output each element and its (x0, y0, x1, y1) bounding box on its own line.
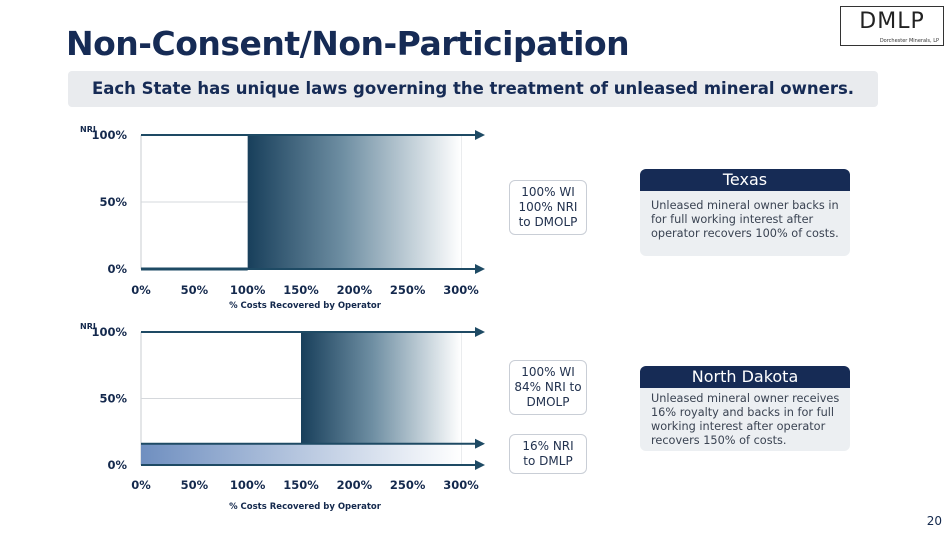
texas-chart: 0% 50% 100% 0% 50% 100% 150% 200% 250% 300% % Cost… (80, 125, 485, 311)
texas-card: Texas Unleased mineral owner backs in fo… (640, 169, 850, 256)
logo-sub-text: Dorchester Minerals, LP (879, 38, 939, 44)
x-tick-label: 100% (230, 283, 266, 297)
nd-lower-box-line: 16% NRI (522, 439, 574, 453)
x-tick-label: 0% (131, 283, 151, 297)
nd-lower-box-line: to DMLP (523, 454, 573, 468)
y-axis-label: NRI (80, 125, 96, 134)
y-tick-label: 100% (91, 128, 127, 142)
working-interest-fill-area (301, 332, 461, 444)
texas-box-line: to DMOLP (518, 215, 578, 229)
x-tick-label: 250% (390, 283, 426, 297)
x-tick-label: 250% (390, 478, 426, 492)
texas-box-line: 100% WI (521, 185, 575, 199)
x-tick-label: 300% (443, 283, 479, 297)
y-axis-label: NRI (80, 322, 96, 331)
royalty-fill-area (141, 443, 461, 465)
x-tick-label: 200% (337, 478, 373, 492)
x-tick-label: 50% (181, 283, 209, 297)
texas-card-title: Texas (640, 169, 850, 191)
x-tick-label: 300% (443, 478, 479, 492)
y-tick-label: 0% (107, 458, 127, 472)
nd-upper-box-line: 100% WI (521, 365, 575, 379)
texas-interest-box: 100% WI 100% NRI to DMOLP (509, 180, 587, 235)
nd-lower-interest-box: 16% NRI to DMLP (509, 434, 587, 474)
series-fill-area (247, 135, 461, 269)
x-axis-label: % Costs Recovered by Operator (229, 301, 382, 311)
x-axis-label: % Costs Recovered by Operator (229, 502, 382, 512)
dmlp-logo: DMLP Dorchester Minerals, LP (840, 6, 944, 46)
nd-upper-box-line: 84% NRI to (514, 380, 582, 394)
x-tick-label: 0% (131, 478, 151, 492)
north-dakota-card-text: Unleased mineral owner receives 16% roya… (651, 392, 840, 447)
north-dakota-chart: 0% 50% 100% 0% 50% 100% 150% 200% 250% 300% % Cost… (80, 322, 485, 512)
x-tick-label: 200% (337, 283, 373, 297)
y-tick-label: 0% (107, 262, 127, 276)
north-dakota-card: North Dakota Unleased mineral owner rece… (640, 366, 850, 451)
nd-upper-interest-box: 100% WI 84% NRI to DMOLP (509, 360, 587, 415)
page-number: 20 (926, 514, 942, 528)
texas-box-line: 100% NRI (518, 200, 578, 214)
nd-upper-box-line: DMOLP (526, 395, 570, 409)
texas-card-text: Unleased mineral owner backs in for full… (651, 199, 839, 240)
y-tick-label: 50% (99, 392, 127, 406)
logo-main-text: DMLP (859, 9, 925, 34)
slide-title: Non-Consent/Non-Participation (66, 24, 630, 63)
x-tick-label: 150% (283, 283, 319, 297)
y-tick-label: 50% (99, 195, 127, 209)
subtitle-banner: Each State has unique laws governing the… (68, 71, 878, 107)
y-tick-label: 100% (91, 325, 127, 339)
x-tick-label: 50% (181, 478, 209, 492)
x-tick-label: 100% (230, 478, 266, 492)
x-tick-label: 150% (283, 478, 319, 492)
north-dakota-card-title: North Dakota (640, 366, 850, 388)
